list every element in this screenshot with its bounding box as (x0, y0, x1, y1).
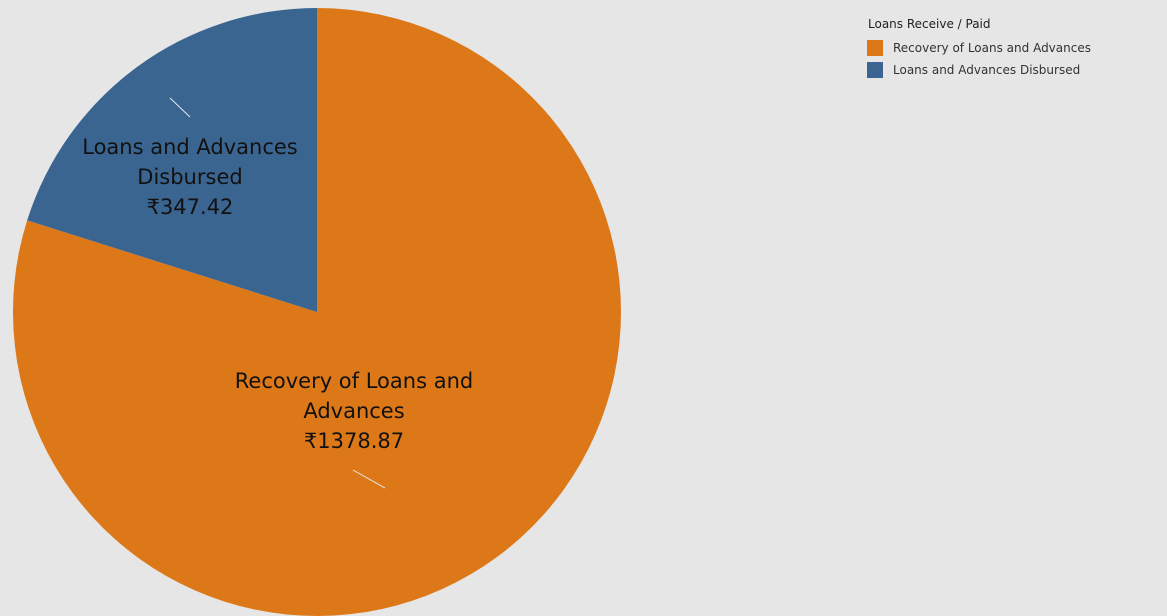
legend-swatch-disbursed (867, 62, 883, 78)
legend-title: Loans Receive / Paid (868, 17, 991, 31)
legend-item-recovery[interactable]: Recovery of Loans and Advances (867, 37, 1163, 59)
legend-item-disbursed[interactable]: Loans and Advances Disbursed (867, 59, 1163, 81)
slice-label-disbursed: Loans and Advances Disbursed ₹347.42 (82, 135, 298, 219)
slice-name-label: Disbursed (137, 165, 242, 189)
legend-swatch-recovery (867, 40, 883, 56)
leader-line-recovery (352, 469, 386, 489)
legend-label-recovery: Recovery of Loans and Advances (893, 41, 1091, 55)
slice-name-label: Advances (303, 399, 404, 423)
slice-name-label: Recovery of Loans and (235, 369, 473, 393)
slice-label-recovery: Recovery of Loans and Advances ₹1378.87 (235, 369, 473, 453)
pie-slice-recovery[interactable] (13, 8, 622, 616)
legend-label-disbursed: Loans and Advances Disbursed (893, 63, 1081, 77)
slice-name-label: Loans and Advances (82, 135, 298, 159)
slice-value-label: ₹1378.87 (304, 429, 404, 453)
leader-line-disbursed (169, 97, 191, 118)
legend: Loans Receive / Paid Recovery of Loans a… (867, 16, 1163, 81)
slice-value-label: ₹347.42 (147, 195, 234, 219)
pie-slice-disbursed[interactable] (27, 8, 317, 312)
